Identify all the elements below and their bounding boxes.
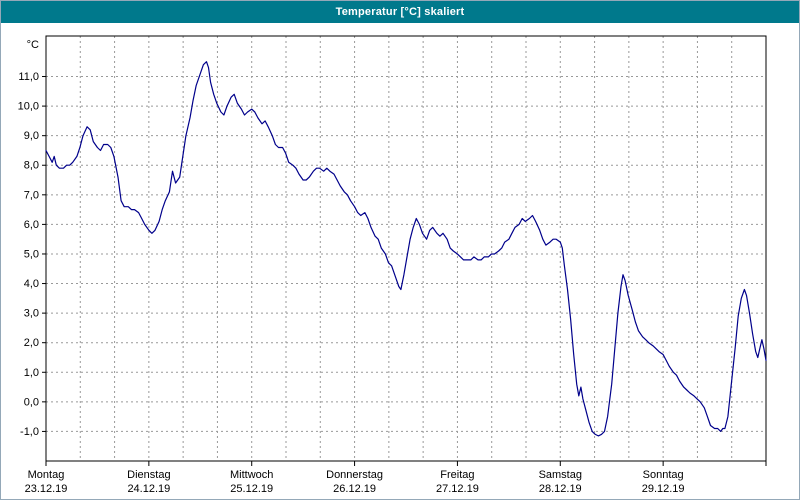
x-date-label: 27.12.19	[436, 483, 479, 495]
temperature-series-line	[45, 61, 767, 437]
y-tick-label: 9,0	[24, 130, 39, 142]
x-date-label: 24.12.19	[127, 483, 170, 495]
plot-background	[46, 36, 766, 461]
y-tick-label: 4,0	[24, 278, 39, 290]
temperature-line-chart: 11,0 10,0 9,0 8,0 7,0 6,0 5,0 4,0 3,0 2,0 1,0 0,0 -1…	[18, 35, 767, 495]
x-day-label: Dienstag	[127, 469, 170, 481]
y-tick-label: 3,0	[24, 308, 39, 320]
x-date-label: 23.12.19	[25, 483, 68, 495]
x-day-label: Samstag	[539, 469, 582, 481]
y-tick-label: 5,0	[24, 248, 39, 260]
y-tick-label: 6,0	[24, 219, 39, 231]
x-day-label: Freitag	[440, 469, 474, 481]
x-day-label: Montag	[28, 469, 65, 481]
y-tick-label: 7,0	[24, 189, 39, 201]
title-bar: Temperatur [°C] skaliert	[1, 1, 799, 23]
x-day-label: Mittwoch	[230, 469, 273, 481]
y-tick-label: 8,0	[24, 160, 39, 172]
y-tick-label: 11,0	[18, 71, 39, 83]
x-date-label: 25.12.19	[230, 483, 273, 495]
x-date-label: 28.12.19	[539, 483, 582, 495]
y-tick-label: 0,0	[24, 396, 39, 408]
chart-area: 11,0 10,0 9,0 8,0 7,0 6,0 5,0 4,0 3,0 2,0 1,0 0,0 -1…	[1, 23, 799, 499]
y-axis-unit-label: °C	[27, 39, 39, 51]
y-tick-label: 1,0	[24, 367, 39, 379]
x-day-label: Sonntag	[643, 469, 684, 481]
x-date-label: 29.12.19	[642, 483, 685, 495]
x-day-label: Donnerstag	[326, 469, 383, 481]
y-tick-label: 10,0	[18, 101, 39, 113]
x-date-label: 26.12.19	[333, 483, 376, 495]
window-title: Temperatur [°C] skaliert	[335, 6, 465, 18]
y-tick-label: 2,0	[24, 337, 39, 349]
plot-frame	[45, 35, 767, 462]
y-tick-label: -1,0	[20, 426, 39, 438]
